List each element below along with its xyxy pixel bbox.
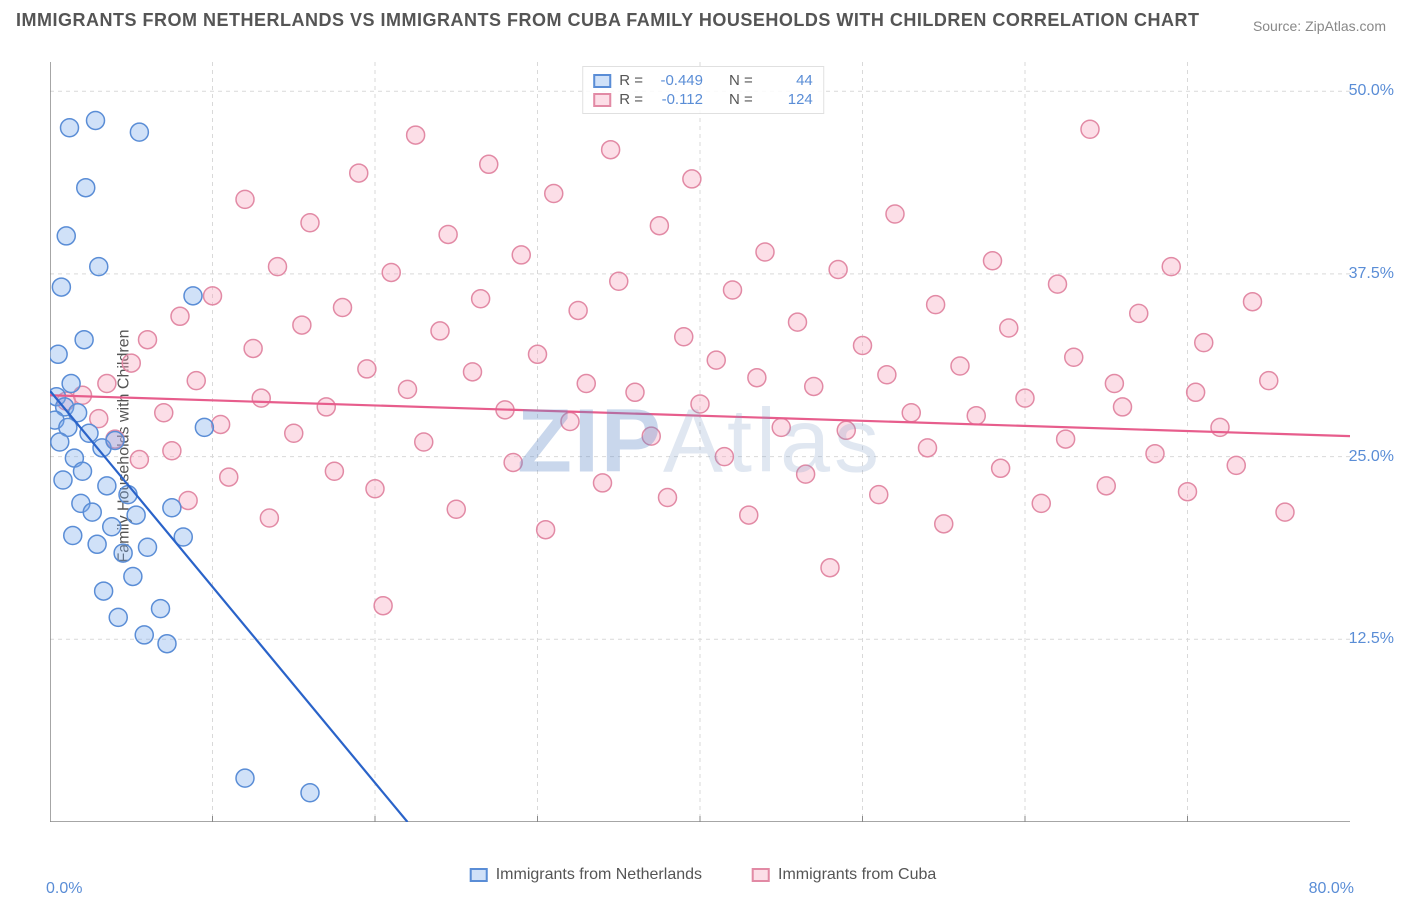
swatch-cuba (752, 868, 770, 882)
swatch-netherlands (470, 868, 488, 882)
chart-title: IMMIGRANTS FROM NETHERLANDS VS IMMIGRANT… (16, 10, 1199, 31)
legend-stats-box: R = -0.449 N = 44 R = -0.112 N = 124 (582, 66, 824, 114)
legend-item-netherlands: Immigrants from Netherlands (470, 866, 702, 884)
n-value-netherlands: 44 (761, 72, 813, 89)
r-value-cuba: -0.112 (651, 91, 703, 108)
source-label: Source: ZipAtlas.com (1253, 18, 1386, 34)
r-value-netherlands: -0.449 (651, 72, 703, 89)
y-tick-label: 50.0% (1349, 82, 1394, 100)
legend-stats-row: R = -0.112 N = 124 (593, 90, 813, 109)
legend-bottom: Immigrants from Netherlands Immigrants f… (470, 866, 937, 884)
n-value-cuba: 124 (761, 91, 813, 108)
x-max-label: 80.0% (1309, 880, 1354, 898)
legend-item-cuba: Immigrants from Cuba (752, 866, 936, 884)
y-tick-label: 25.0% (1349, 448, 1394, 466)
chart-container: IMMIGRANTS FROM NETHERLANDS VS IMMIGRANT… (0, 0, 1406, 892)
scatter-svg (50, 62, 1350, 822)
legend-stats-row: R = -0.449 N = 44 (593, 71, 813, 90)
x-min-label: 0.0% (46, 880, 82, 898)
swatch-cuba (593, 93, 611, 107)
y-tick-label: 12.5% (1349, 630, 1394, 648)
swatch-netherlands (593, 74, 611, 88)
plot-area: ZIPAtlas (50, 62, 1350, 822)
y-tick-label: 37.5% (1349, 265, 1394, 283)
